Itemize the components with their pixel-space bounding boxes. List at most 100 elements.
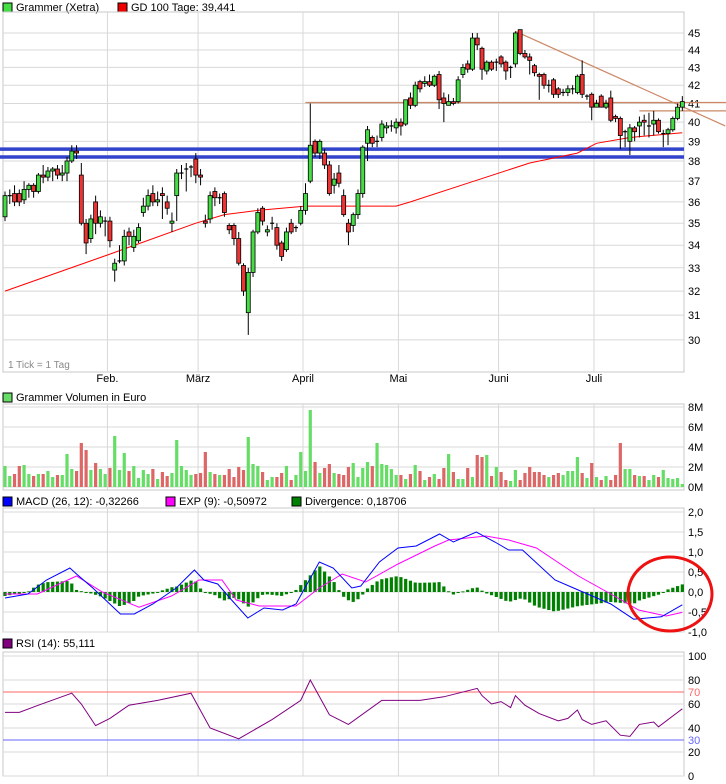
divergence-bar (94, 592, 98, 595)
candle (503, 60, 509, 80)
divergence-bar (251, 592, 255, 603)
volume-bar (241, 470, 246, 487)
divergence-bar (494, 592, 498, 597)
candle (303, 183, 308, 215)
divergence-bar (518, 592, 522, 599)
candle (107, 216, 113, 248)
volume-bar (599, 480, 603, 487)
price-tick-label: 35 (688, 218, 700, 230)
volume-bar (232, 477, 236, 487)
candle (517, 29, 523, 56)
candle-body (317, 140, 323, 154)
divergence-bar (294, 590, 298, 592)
candle-body (355, 193, 361, 216)
volume-bar (179, 466, 184, 487)
volume-bar (542, 475, 546, 487)
candle (207, 191, 213, 224)
macd-tick-label: 0,0 (688, 587, 703, 599)
volume-bar (518, 480, 522, 487)
divergence-bar (275, 592, 279, 596)
month-label: April (292, 373, 314, 385)
candle-body (198, 174, 203, 178)
candle (527, 53, 533, 75)
legend-swatch-rsi (2, 638, 13, 649)
legend-swatch-exp (165, 496, 176, 507)
divergence-bar (122, 592, 126, 605)
volume-bar (12, 474, 17, 487)
tick-note: 1 Tick = 1 Tag (8, 360, 70, 371)
divergence-bar (480, 590, 484, 592)
candle-body (155, 199, 161, 203)
month-label: Feb. (96, 373, 118, 385)
volume-bar (275, 477, 279, 487)
rsi-reference-label: 70 (688, 687, 700, 699)
divergence-bar (475, 587, 479, 592)
candle-body (69, 150, 75, 162)
candle-body (465, 63, 471, 70)
volume-bar (671, 479, 675, 487)
volume-bar (165, 476, 169, 487)
candle (35, 173, 41, 194)
divergence-bar (60, 581, 64, 592)
candle-body (45, 170, 51, 178)
divergence-bar (265, 592, 269, 595)
candle (346, 218, 351, 246)
candle (103, 216, 108, 237)
volume-bar (32, 476, 36, 487)
volume-bar (313, 462, 317, 487)
candle-body (412, 84, 418, 106)
divergence-bar (351, 592, 355, 602)
volume-bar (489, 476, 494, 487)
candle-body (608, 97, 614, 121)
legend-swatch-divergence (291, 496, 302, 507)
candle (279, 240, 285, 261)
divergence-bar (618, 592, 622, 603)
candle (21, 181, 27, 205)
candle (546, 79, 551, 93)
macd-frame (2, 507, 685, 633)
divergence-bar (551, 592, 556, 612)
candle (74, 145, 79, 160)
divergence-bar (218, 592, 222, 599)
divergence-bar (337, 590, 341, 592)
divergence-bar (575, 592, 579, 607)
candle-body (532, 65, 537, 74)
divergence-bar (637, 592, 642, 601)
macd-tick-label: -1,0 (688, 627, 707, 639)
candle (150, 185, 156, 207)
candle (69, 145, 75, 163)
month-label: Juni (488, 373, 508, 385)
candle (112, 258, 118, 282)
candle-body (637, 121, 642, 127)
legend-rsi: RSI (14): 55,111 (16, 638, 95, 650)
candle (489, 60, 494, 71)
candle-body (145, 195, 151, 207)
volume-bar (208, 472, 212, 487)
candle-body (50, 168, 56, 172)
candle (312, 139, 318, 158)
divergence-bar (98, 592, 102, 597)
candle (45, 166, 51, 182)
volume-bar (432, 474, 436, 487)
divergence-bar (308, 575, 312, 592)
divergence-bar (542, 592, 546, 609)
volume-bar (623, 469, 627, 487)
candle-body (236, 238, 242, 264)
candle (665, 127, 671, 146)
divergence-bar (451, 592, 455, 595)
volume-bar (198, 473, 203, 487)
volume-bar (55, 475, 60, 487)
volume-bar (8, 476, 12, 487)
candle (360, 145, 366, 198)
volume-bar (437, 479, 441, 487)
divergence-bar (232, 592, 236, 598)
candle (522, 50, 528, 59)
volume-bar (51, 477, 55, 487)
candle (64, 157, 70, 182)
month-label: Mai (390, 373, 408, 385)
candle (16, 189, 22, 207)
candle (470, 33, 475, 71)
divergence-bar (12, 592, 17, 595)
candle (179, 164, 184, 180)
candle (431, 74, 437, 88)
